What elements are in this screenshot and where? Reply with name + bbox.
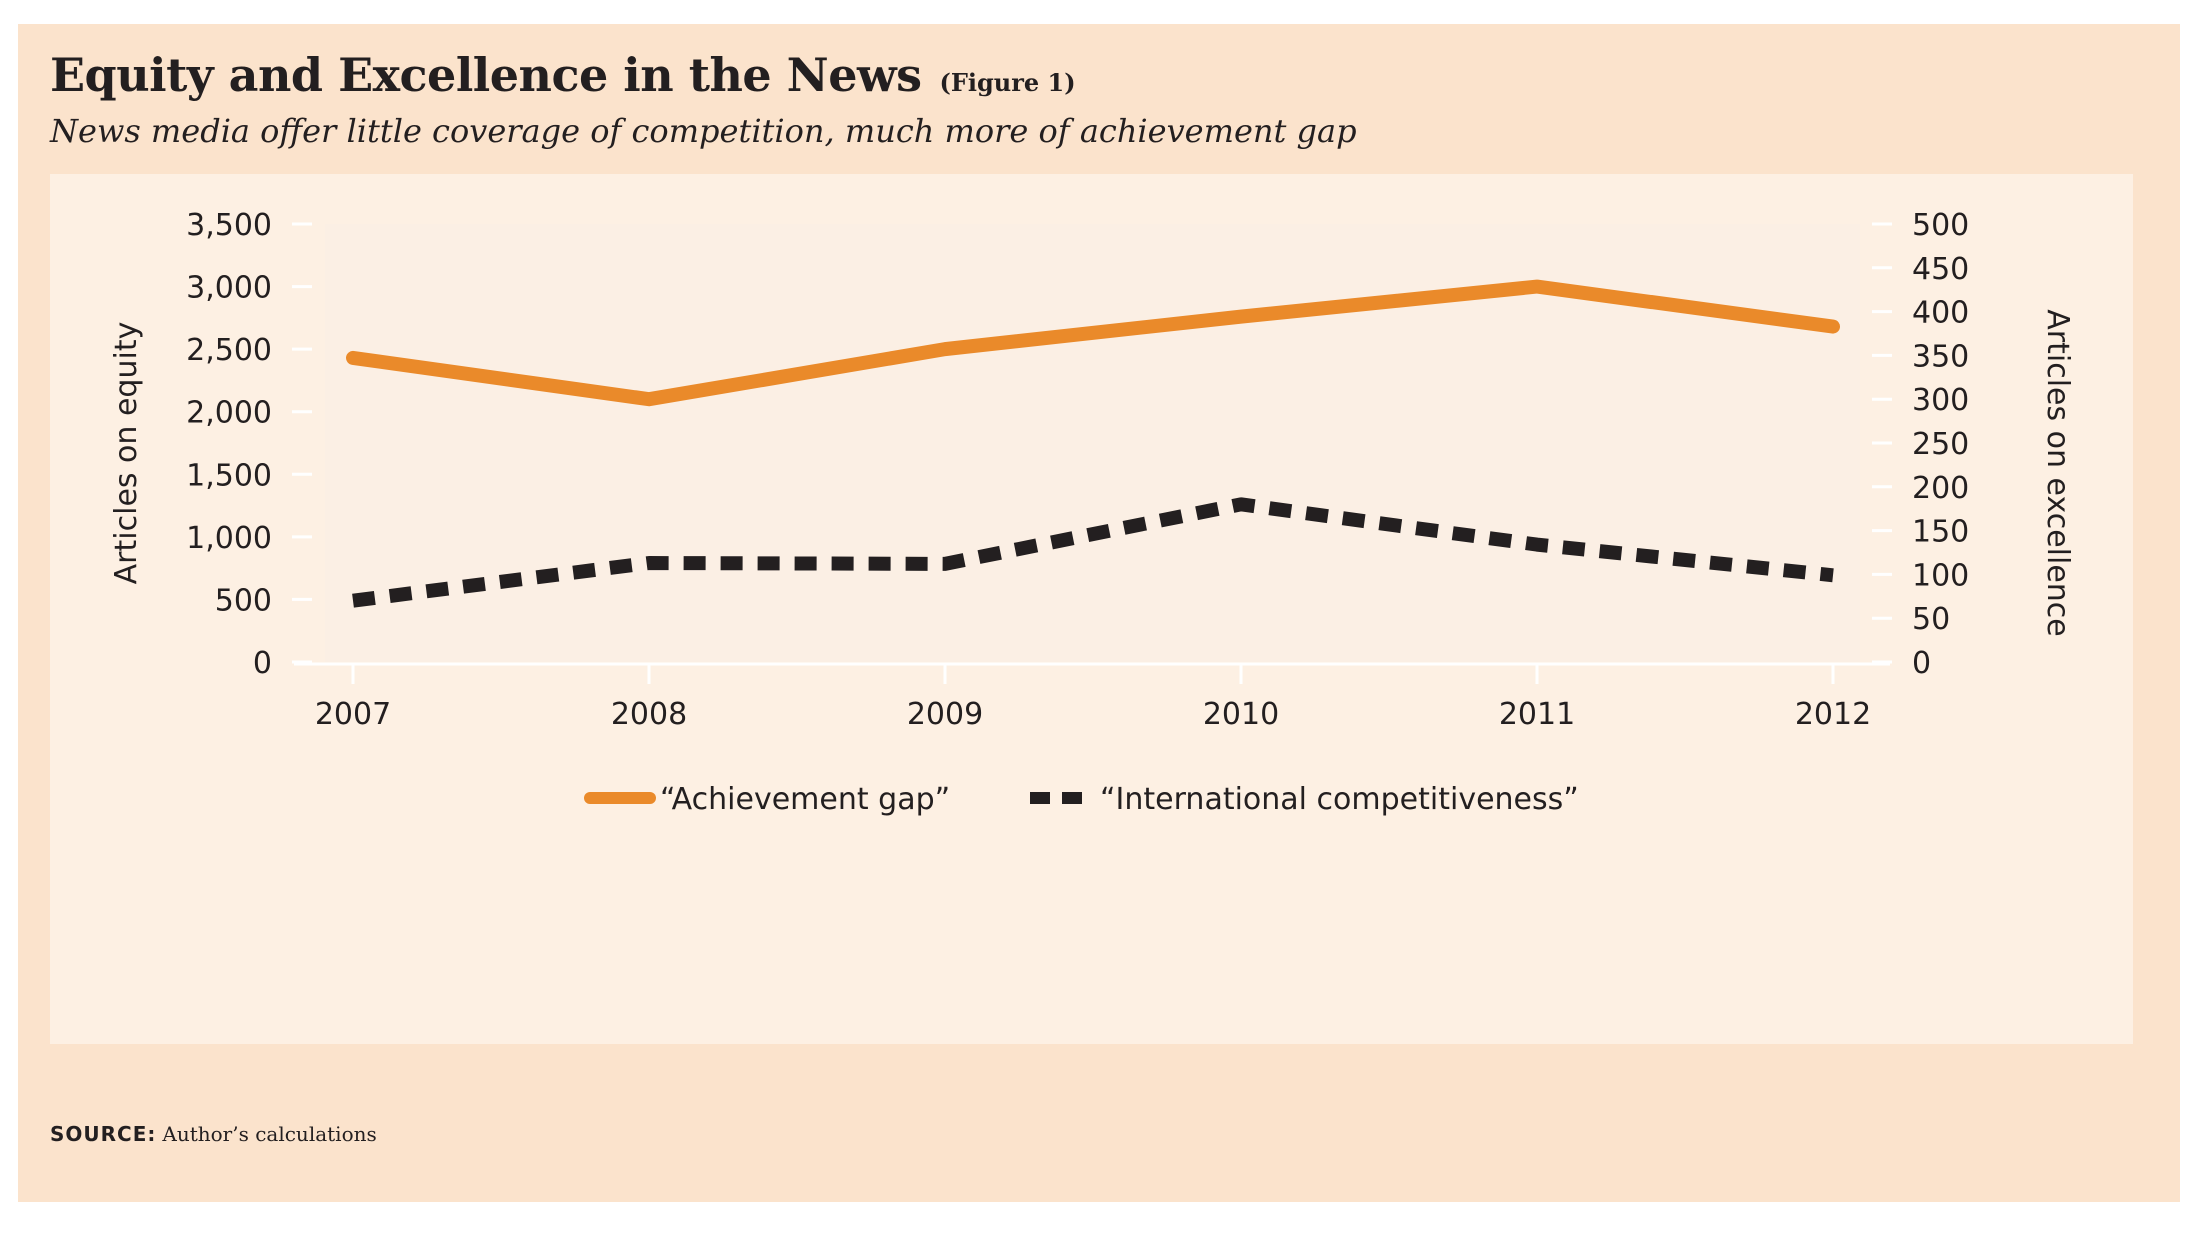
right-tick-label: 100 [1912,558,1969,593]
x-tick-label: 2012 [1795,697,1871,732]
y-axis-left-label: Articles on equity [109,322,144,585]
plot-area [325,224,1860,662]
x-tick-label: 2011 [1499,697,1575,732]
chart-title: Equity and Excellence in the News [50,48,922,102]
source-label: SOURCE: [50,1122,157,1146]
x-tick-label: 2009 [907,697,983,732]
series-line-2 [352,497,1834,608]
x-tick-label: 2007 [315,697,391,732]
right-tick-label: 500 [1912,208,1969,243]
right-tick-label: 50 [1912,602,1950,637]
left-tick-label: 3,500 [186,208,272,243]
legend-label-2: “International competitiveness” [1100,782,1579,817]
right-tick-label: 300 [1912,383,1969,418]
source-text: Author’s calculations [162,1122,377,1146]
figure-label: (Figure 1) [939,68,1076,97]
x-tick-label: 2008 [611,697,687,732]
left-tick-label: 1,500 [186,458,272,493]
legend-label-1: “Achievement gap” [660,782,950,817]
left-tick-label: 2,500 [186,333,272,368]
chart-panel: 0 500 1,000 1,500 2,000 2,500 3,000 3,500 0 50 100… [50,174,2133,1044]
right-tick-label: 400 [1912,296,1969,331]
left-tick-label: 1,000 [186,521,272,556]
left-tick-label: 0 [253,646,272,681]
right-tick-label: 0 [1912,646,1931,681]
right-tick-label: 200 [1912,471,1969,506]
source-note: SOURCE: Author’s calculations [50,1122,377,1146]
series-line-1 [346,279,1840,407]
right-tick-label: 250 [1912,427,1969,462]
left-tick-label: 3,000 [186,271,272,306]
line-chart: 0 500 1,000 1,500 2,000 2,500 3,000 3,500 0 50 100… [109,208,2075,817]
x-tick-label: 2010 [1203,697,1279,732]
right-tick-label: 450 [1912,252,1969,287]
left-tick-label: 500 [215,583,272,618]
left-tick-label: 2,000 [186,396,272,431]
y-axis-right-label: Articles on excellence [2040,309,2075,637]
chart-subtitle: News media offer little coverage of comp… [50,112,1357,150]
right-tick-label: 150 [1912,515,1969,550]
right-tick-label: 350 [1912,339,1969,374]
title-row: Equity and Excellence in the News (Figure… [50,48,1076,102]
